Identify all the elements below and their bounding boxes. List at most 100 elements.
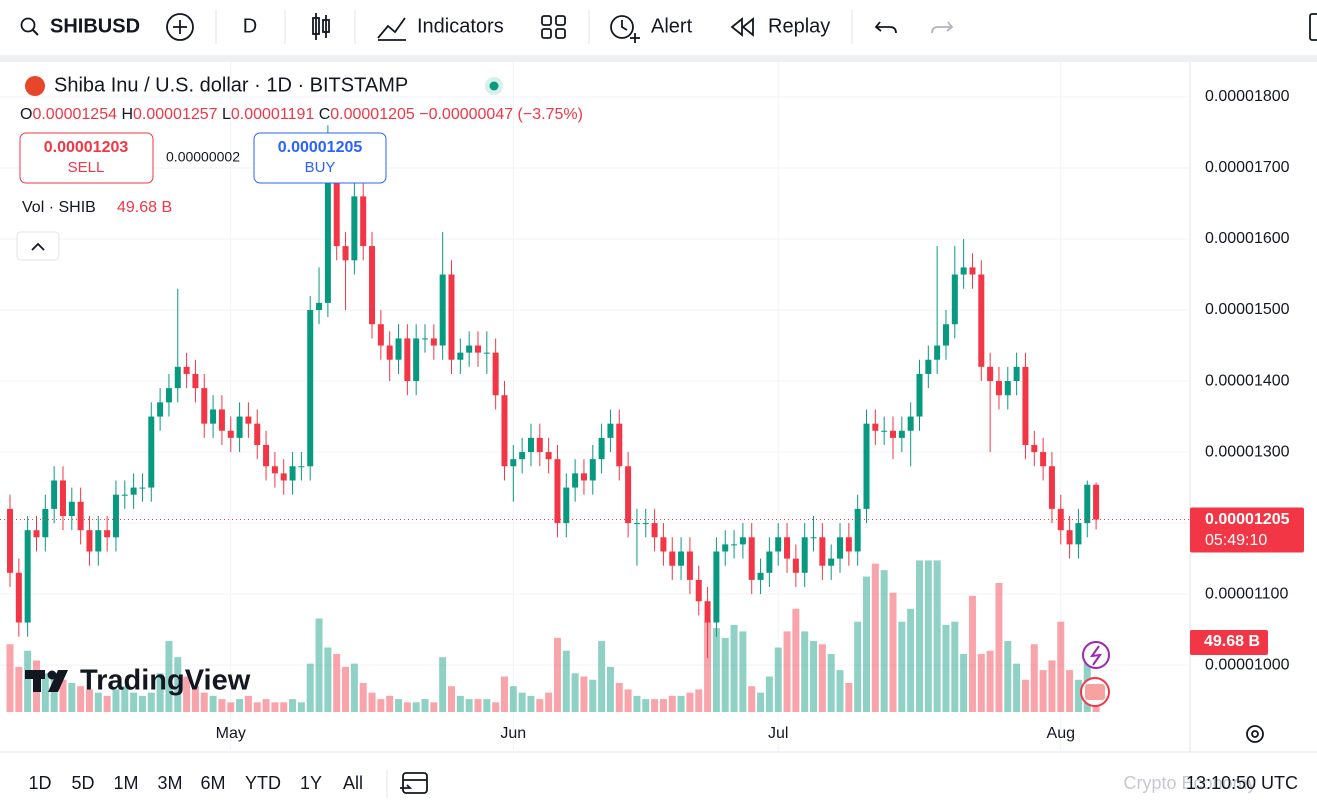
range-button[interactable]: 3M <box>157 773 182 793</box>
volume-bar <box>121 686 129 712</box>
candle-body <box>881 430 888 432</box>
ohlc-key: L <box>222 106 231 123</box>
volume-bar <box>518 692 526 712</box>
flag[interactable] <box>1085 684 1105 700</box>
alert-icon[interactable] <box>610 15 640 43</box>
candle-body <box>845 537 852 552</box>
candle-body <box>439 274 446 346</box>
search-icon[interactable] <box>20 17 39 36</box>
add-symbol[interactable] <box>166 13 194 41</box>
volume-bar <box>1074 679 1082 712</box>
volume-bar <box>977 653 985 712</box>
redo[interactable] <box>931 21 954 34</box>
volume-bar <box>668 695 676 712</box>
candle-body <box>1066 530 1073 545</box>
chart-type-icon[interactable] <box>312 13 330 40</box>
panel-toggle[interactable] <box>1309 13 1317 41</box>
volume-bar <box>94 692 102 712</box>
volume-bar <box>562 650 570 712</box>
candle-body <box>519 452 526 460</box>
volume-bar <box>368 692 376 712</box>
collapse-caret[interactable] <box>31 242 45 251</box>
candle-body <box>42 508 49 538</box>
x-tick-label: May <box>216 725 246 742</box>
settings-icon[interactable] <box>1246 725 1264 743</box>
volume-bar <box>845 682 853 712</box>
volume-bar <box>24 650 32 712</box>
layout-icon[interactable] <box>541 15 566 39</box>
volume-bar <box>492 702 500 712</box>
candle-body <box>890 430 896 438</box>
candle-body <box>916 373 923 417</box>
range-button[interactable]: All <box>343 773 363 793</box>
clock[interactable]: 13:10:50 UTC <box>1186 773 1298 793</box>
volume-bar <box>836 670 844 712</box>
indicators-icon[interactable] <box>377 17 406 41</box>
last-volume-box <box>1190 629 1268 655</box>
candle-body <box>492 352 499 396</box>
volume-bar <box>6 644 14 712</box>
buy-price[interactable]: 0.00001205 <box>278 139 363 156</box>
volume-bar <box>986 650 994 712</box>
volume-bar <box>695 689 703 712</box>
collapse-legend[interactable] <box>16 231 60 261</box>
candle-body <box>307 310 314 467</box>
candle-body <box>377 324 384 346</box>
range-button[interactable]: 6M <box>200 773 225 793</box>
toolbar <box>0 0 1317 55</box>
volume-bar <box>792 608 800 712</box>
volume-bar <box>403 702 411 712</box>
symbol[interactable]: SHIBUSD <box>50 15 140 37</box>
volume-bar <box>545 692 553 712</box>
buy-label[interactable]: BUY <box>305 159 336 176</box>
candle-body <box>15 572 22 623</box>
volume-bar <box>483 699 491 712</box>
candle-body <box>987 366 994 382</box>
range-button[interactable]: 1M <box>113 773 138 793</box>
indicators-button[interactable]: Indicators <box>417 15 504 37</box>
range-button[interactable]: 5D <box>71 773 94 793</box>
candle-body <box>704 601 711 623</box>
buy-button[interactable] <box>253 132 387 184</box>
sell-button[interactable] <box>19 132 154 184</box>
volume-bar <box>253 702 261 712</box>
volume-bar <box>712 628 720 712</box>
legend-title: Shiba Inu / U.S. dollar · 1D · BITSTAMP <box>54 74 408 96</box>
candle-body <box>483 352 490 354</box>
candle-body <box>422 338 429 340</box>
range-button[interactable]: YTD <box>245 773 281 793</box>
undo[interactable] <box>874 21 897 34</box>
y-tick-label: 0.00001700 <box>1205 159 1290 176</box>
candle-body <box>77 501 84 531</box>
replay-icon[interactable] <box>730 17 754 37</box>
sell-label[interactable]: SELL <box>68 159 105 176</box>
candle-body <box>748 537 755 580</box>
watermark: Crypto Economy <box>1123 773 1256 793</box>
volume-bar <box>191 686 199 712</box>
date-range-icon[interactable] <box>400 772 428 794</box>
range-button[interactable]: 1D <box>28 773 51 793</box>
change: −0.00000047 (−3.75%) <box>419 106 583 123</box>
volume-bar <box>412 702 420 712</box>
volume-bar <box>915 560 923 712</box>
alert-button[interactable]: Alert <box>651 15 693 37</box>
replay-button[interactable]: Replay <box>768 15 830 37</box>
volume-bar <box>244 695 252 712</box>
volume-bar <box>15 666 23 712</box>
candle-body <box>642 523 649 525</box>
interval[interactable]: D <box>243 15 257 37</box>
y-tick-label: 0.00001100 <box>1205 585 1288 602</box>
volume-bar <box>333 653 341 712</box>
candle-body <box>7 508 13 573</box>
volume-bar <box>615 682 623 712</box>
candle-body <box>1013 366 1020 382</box>
candle-body <box>1093 484 1100 520</box>
lightning[interactable] <box>1089 645 1103 666</box>
range-bar: 1D 5D 1M 3M 6M YTD 1Y All <box>28 773 363 793</box>
settings-core[interactable] <box>1251 730 1259 738</box>
range-button[interactable]: 1Y <box>300 773 322 793</box>
candle-body <box>33 530 40 538</box>
volume-bar <box>624 689 632 712</box>
sell-price[interactable]: 0.00001203 <box>44 139 129 156</box>
